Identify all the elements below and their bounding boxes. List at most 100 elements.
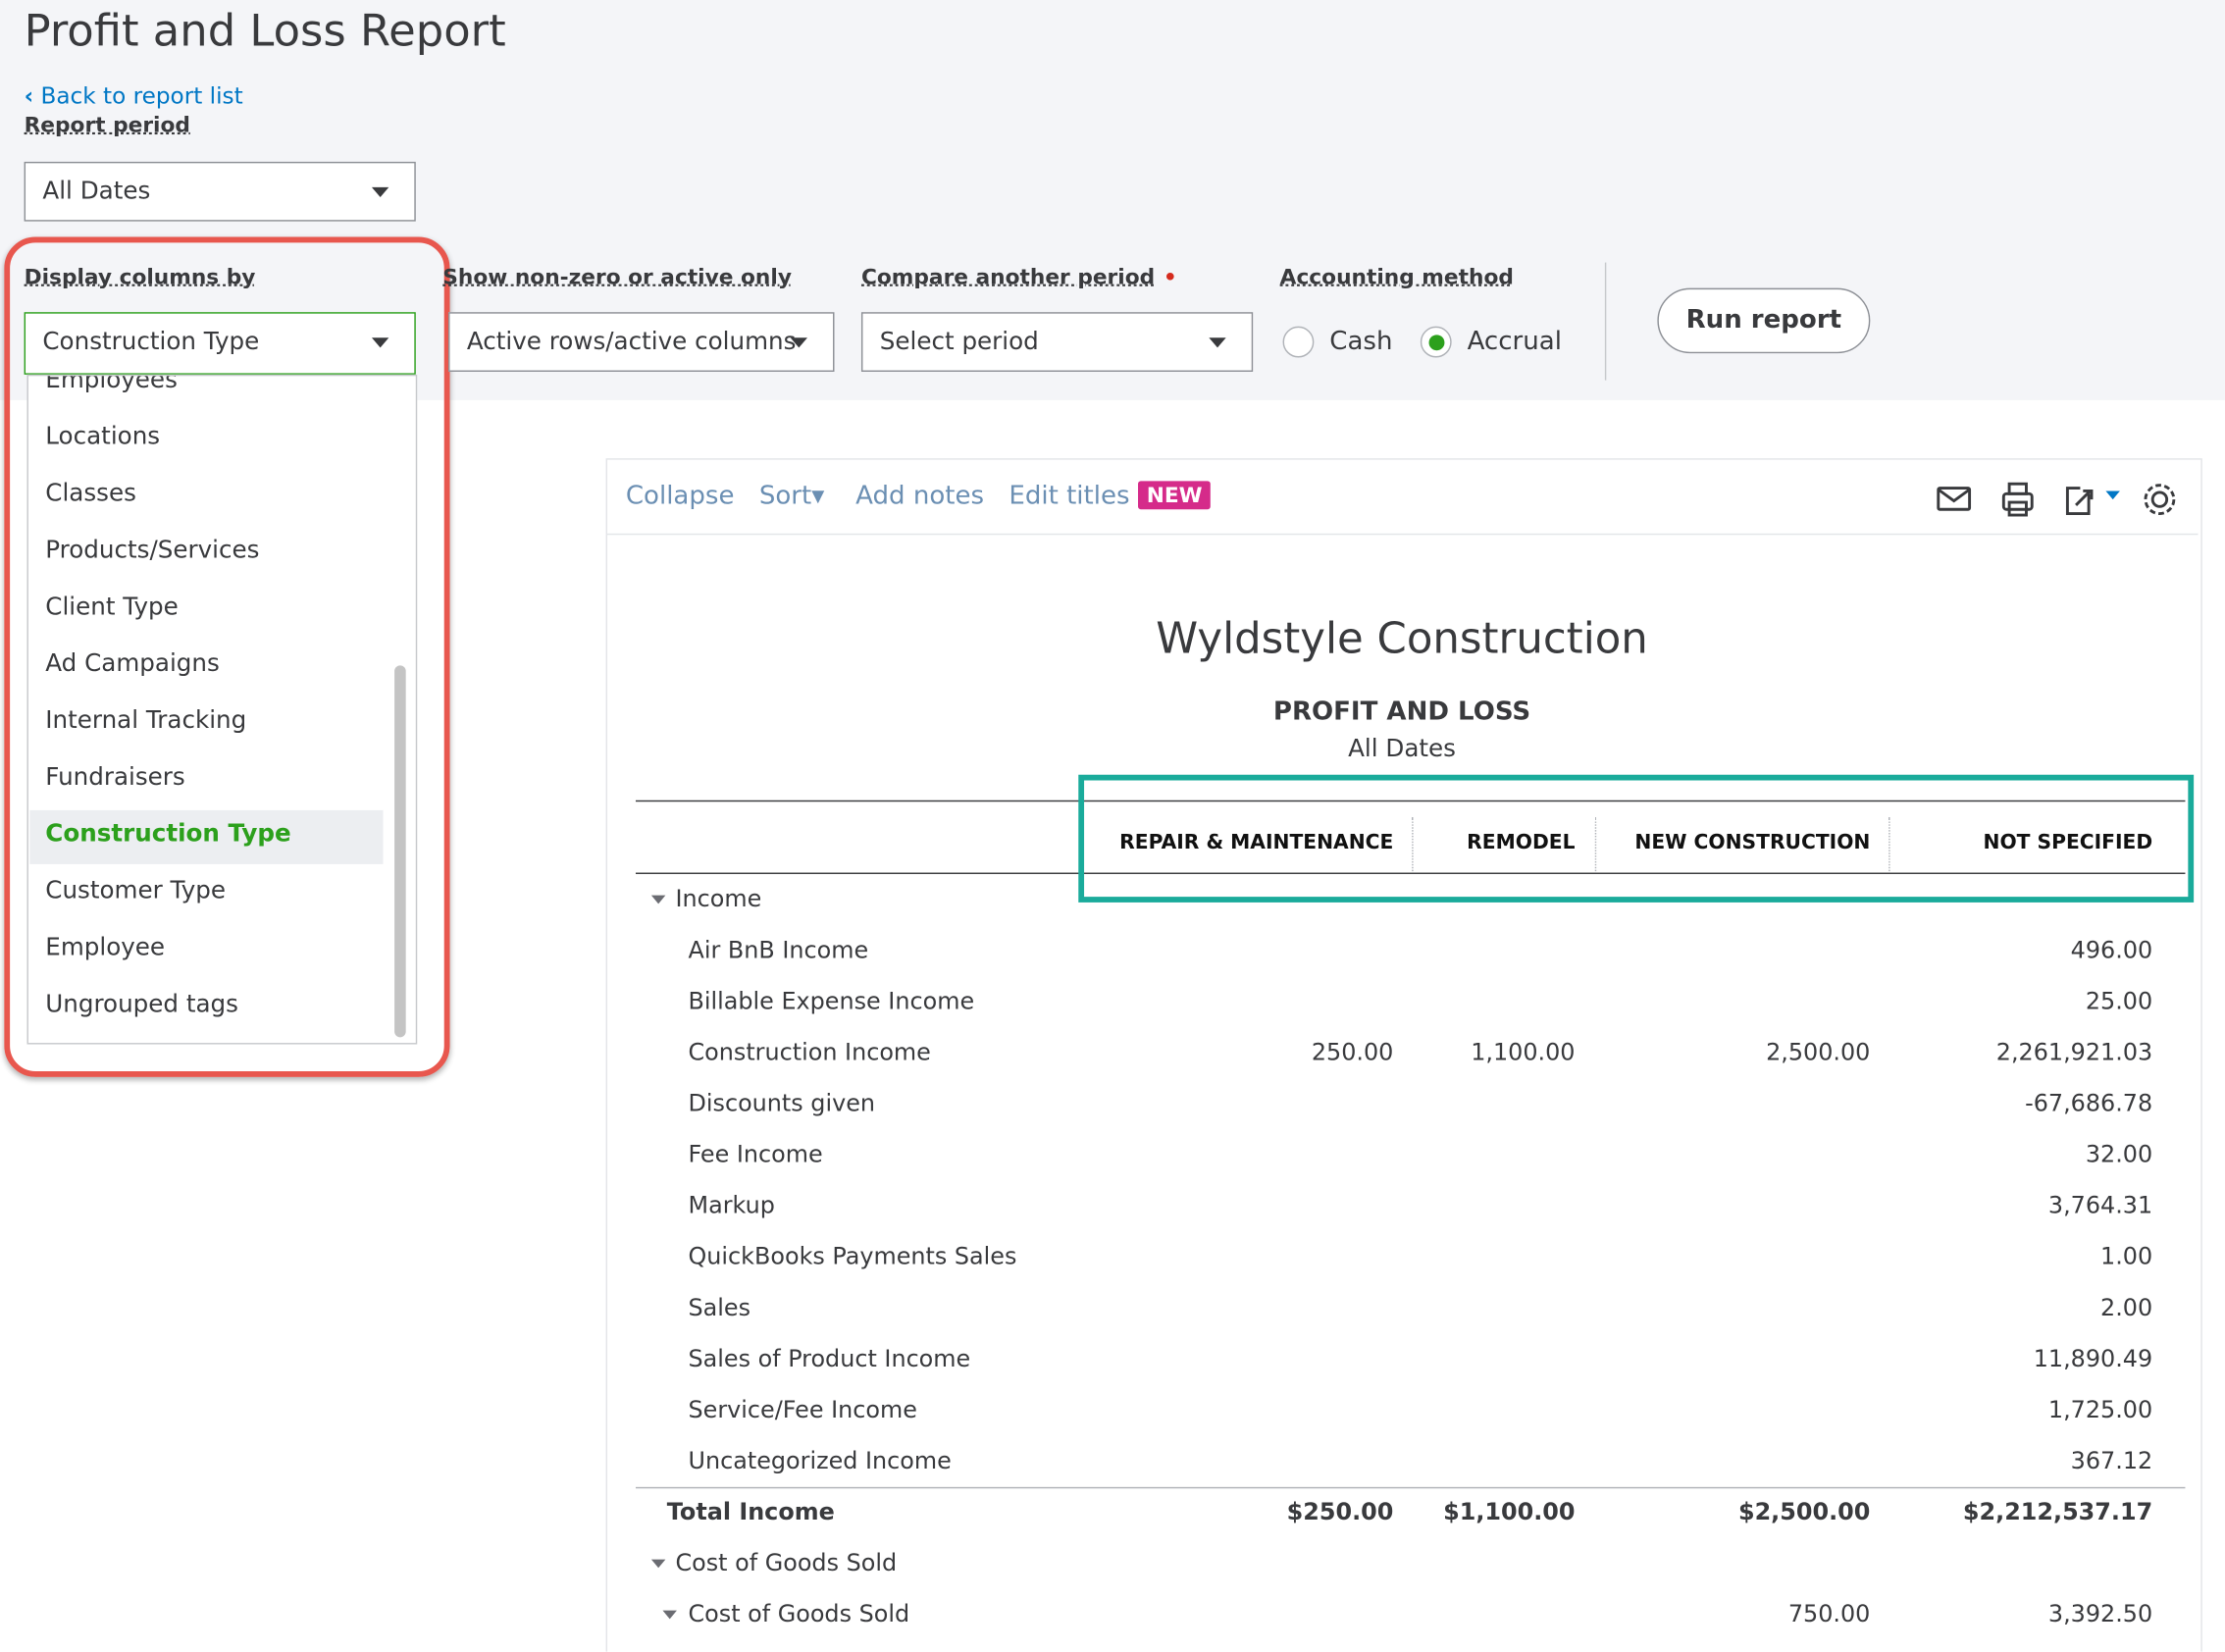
report-panel — [605, 458, 2202, 1652]
cell-value: 1.00 — [2100, 1243, 2153, 1270]
dropdown-option[interactable]: Employee — [45, 933, 166, 962]
column-header: NEW CONSTRUCTION — [1634, 831, 1871, 854]
toolbar-link[interactable]: Sort▾ — [758, 481, 825, 511]
cell-value: 367.12 — [2070, 1447, 2153, 1474]
radio[interactable] — [1420, 326, 1452, 358]
row-label: Sales of Product Income — [688, 1345, 971, 1372]
collapse-caret[interactable] — [650, 895, 666, 911]
row-label: Discounts given — [688, 1089, 876, 1117]
dropdown-list: Employees Locations Classes Products/Servic… — [26, 374, 418, 1045]
divider — [1604, 262, 1607, 381]
toolbar-icons — [1937, 482, 2176, 517]
rule — [635, 1486, 2186, 1489]
cell-value: $250.00 — [1286, 1498, 1394, 1525]
column-header: REPAIR & MAINTENANCE — [1119, 831, 1394, 854]
back-link[interactable]: ‹ Back to report list — [24, 81, 243, 110]
cell-value: $1,100.00 — [1443, 1498, 1576, 1525]
email-icon[interactable] — [1937, 487, 1972, 511]
scrollbar — [394, 665, 406, 1038]
cell-value: 1,725.00 — [2047, 1396, 2153, 1423]
row-label: Service/Fee Income — [688, 1396, 917, 1423]
dropdown-option[interactable]: Customer Type — [45, 876, 227, 905]
label: Show non-zero or active only — [442, 264, 792, 290]
row-label: Uncategorized Income — [688, 1447, 952, 1474]
dropdown-option[interactable]: Classes — [45, 479, 136, 508]
radio-dot — [1428, 335, 1445, 351]
dropdown-option[interactable]: Internal Tracking — [45, 706, 247, 736]
dropdown-option[interactable]: Fundraisers — [45, 763, 185, 793]
export-icon[interactable] — [2065, 487, 2091, 516]
run-button[interactable]: Run report — [1657, 287, 1871, 354]
cell-value: 2,261,921.03 — [1995, 1038, 2153, 1066]
column-header: NOT SPECIFIED — [1983, 831, 2153, 854]
new-badge: NEW — [1138, 481, 1212, 510]
cell-value: 750.00 — [1787, 1600, 1871, 1628]
select[interactable]: All Dates — [24, 161, 416, 222]
column-highlight — [1078, 774, 2195, 903]
label: Compare another period • — [860, 264, 1177, 290]
row-label: Sales — [688, 1294, 751, 1321]
cell-value: 1,100.00 — [1471, 1038, 1576, 1066]
cell-value: 3,764.31 — [2047, 1191, 2153, 1219]
row-label: Total Income — [666, 1498, 835, 1525]
dropdown-option[interactable]: Employees — [45, 374, 178, 395]
label: Report period — [24, 112, 190, 138]
row-label: Income — [675, 885, 762, 913]
label-text: Compare another period — [860, 264, 1156, 290]
column-separator — [1594, 817, 1597, 872]
cell-value: 11,890.49 — [2033, 1345, 2153, 1372]
cell-value: $2,212,537.17 — [1962, 1498, 2153, 1525]
settings-icon[interactable] — [2150, 490, 2169, 508]
row-label: Markup — [688, 1191, 775, 1219]
row-label: QuickBooks Payments Sales — [688, 1243, 1017, 1270]
radio-label[interactable]: Cash — [1329, 326, 1393, 357]
cell-value: -67,686.78 — [2025, 1089, 2153, 1117]
dropdown-option[interactable]: Locations — [45, 423, 161, 451]
cell-value: 2,500.00 — [1766, 1038, 1871, 1066]
dropdown-option[interactable]: Products/Services — [45, 536, 260, 565]
toolbar-line — [607, 533, 2199, 536]
row-label: Construction Income — [688, 1038, 931, 1066]
cell-value: 250.00 — [1311, 1038, 1394, 1066]
rule — [635, 872, 2186, 874]
label: Display columns by — [24, 264, 256, 290]
toolbar-link[interactable]: Edit titles — [1009, 481, 1130, 511]
dropdown-option[interactable]: Ungrouped tags — [45, 990, 238, 1019]
highlight — [4, 236, 450, 1077]
cell-value: 2.00 — [2100, 1294, 2153, 1321]
dropdown-option[interactable]: Construction Type — [45, 820, 291, 849]
dropdown-option[interactable]: Client Type — [45, 593, 179, 622]
back-link-text[interactable]: Back to report list — [40, 81, 243, 110]
dropdown-option[interactable]: Ad Campaigns — [45, 649, 220, 679]
radio[interactable] — [1282, 326, 1315, 358]
page-title: Profit and Loss Report — [24, 5, 506, 57]
cell-value: 3,392.50 — [2047, 1600, 2153, 1628]
label: Accounting method — [1279, 264, 1514, 290]
collapse-caret[interactable] — [650, 1559, 666, 1575]
cell-value: 25.00 — [2085, 987, 2153, 1015]
row-label: Cost of Goods Sold — [675, 1549, 898, 1576]
rule — [635, 800, 2186, 802]
column-separator — [1412, 817, 1414, 872]
column-header: REMODEL — [1467, 831, 1576, 854]
toolbar-link[interactable]: Add notes — [855, 481, 985, 511]
report-title: PROFIT AND LOSS — [1272, 697, 1531, 727]
select[interactable]: Active rows/active columns — [448, 312, 835, 372]
cell-value: 32.00 — [2085, 1140, 2153, 1168]
row-label: Air BnB Income — [688, 936, 869, 964]
option-highlight — [29, 809, 384, 864]
collapse-caret[interactable] — [662, 1610, 677, 1626]
caret: ▾ — [811, 481, 825, 511]
row-label: Fee Income — [688, 1140, 823, 1168]
select[interactable]: Construction Type — [24, 312, 416, 375]
cell-value: $2,500.00 — [1737, 1498, 1871, 1525]
company-name: Wyldstyle Construction — [1156, 614, 1648, 664]
row-label: Billable Expense Income — [688, 987, 975, 1015]
radio-label[interactable]: Accrual — [1467, 326, 1562, 357]
select[interactable]: Select period — [860, 312, 1254, 372]
toolbar-link[interactable]: Collapse — [625, 481, 735, 511]
report-period: All Dates — [1348, 735, 1456, 764]
row-label: Cost of Goods Sold — [688, 1600, 910, 1628]
